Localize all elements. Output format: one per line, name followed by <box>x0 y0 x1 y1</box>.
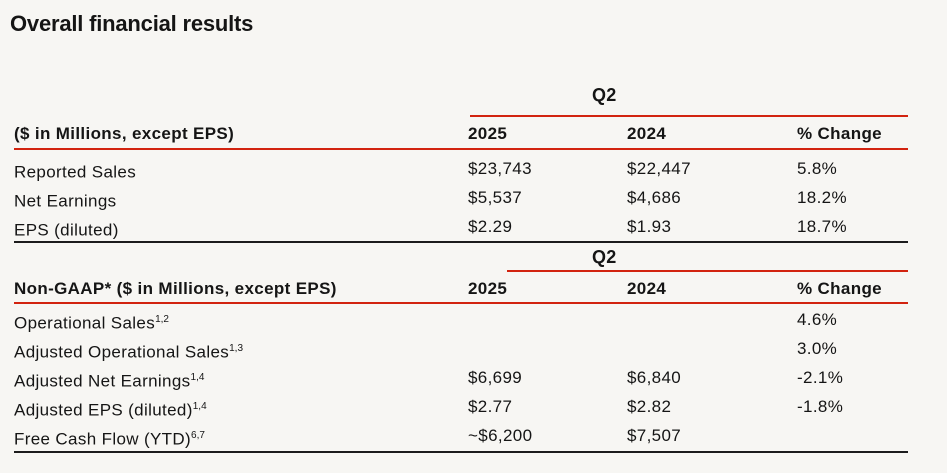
row-label: Net Earnings <box>14 191 117 211</box>
cell-change: 4.6% <box>797 310 838 329</box>
gaap-header-2025: 2025 <box>468 124 508 143</box>
cell-2024: $4,686 <box>627 188 682 207</box>
row-label: Reported Sales <box>14 162 137 182</box>
footnote-marker: 1,2 <box>155 314 169 325</box>
table-row: Free Cash Flow (YTD)6,7 ~$6,200 $7,507 <box>0 424 947 453</box>
table-row: Operational Sales1,2 4.6% <box>0 308 947 337</box>
footnote-marker: 6,7 <box>191 430 205 441</box>
row-label: Adjusted Net Earnings1,4 <box>14 371 205 391</box>
row-label: Free Cash Flow (YTD)6,7 <box>14 429 205 449</box>
non-gaap-quarter-underline <box>507 270 908 272</box>
table-row: Adjusted EPS (diluted)1,4 $2.77 $2.82 -1… <box>0 395 947 424</box>
table-row: Reported Sales $23,743 $22,447 5.8% <box>0 157 947 186</box>
table-row: Adjusted Net Earnings1,4 $6,699 $6,840 -… <box>0 366 947 395</box>
non-gaap-header-2024: 2024 <box>627 279 667 298</box>
table-bottom-rule <box>14 451 908 453</box>
table-row: Adjusted Operational Sales1,3 3.0% <box>0 337 947 366</box>
cell-2024: $22,447 <box>627 159 691 178</box>
gaap-quarter-header: Q2 <box>592 85 617 105</box>
non-gaap-header-rule <box>14 302 908 304</box>
row-label: Adjusted Operational Sales1,3 <box>14 342 244 362</box>
non-gaap-header-units: Non-GAAP* ($ in Millions, except EPS) <box>14 279 337 298</box>
cell-2024: $6,840 <box>627 368 682 387</box>
page-title: Overall financial results <box>10 11 254 36</box>
gaap-quarter-underline <box>470 115 908 117</box>
cell-2024: $7,507 <box>627 426 682 445</box>
footnote-marker: 1,4 <box>190 372 205 383</box>
gaap-header-change: % Change <box>797 124 882 143</box>
cell-2025: $5,537 <box>468 188 523 207</box>
section-divider-rule <box>14 241 908 243</box>
non-gaap-quarter-header: Q2 <box>592 247 617 267</box>
table-row: Net Earnings $5,537 $4,686 18.2% <box>0 186 947 215</box>
gaap-header-rule <box>14 148 908 150</box>
cell-2025: $2.29 <box>468 217 513 236</box>
footnote-marker: 1,4 <box>192 401 207 412</box>
cell-2025: ~$6,200 <box>468 426 533 445</box>
cell-change: 3.0% <box>797 339 838 358</box>
cell-2025: $23,743 <box>468 159 532 178</box>
cell-2025: $6,699 <box>468 368 523 387</box>
non-gaap-header-2025: 2025 <box>468 279 508 298</box>
cell-change: 5.8% <box>797 159 838 178</box>
cell-change: 18.2% <box>797 188 847 207</box>
cell-2025: $2.77 <box>468 397 513 416</box>
row-label: Operational Sales1,2 <box>14 313 169 333</box>
cell-2024: $2.82 <box>627 397 672 416</box>
gaap-header-row: ($ in Millions, except EPS) 2025 2024 % … <box>0 122 947 150</box>
cell-2024: $1.93 <box>627 217 672 236</box>
row-label: EPS (diluted) <box>14 220 119 240</box>
row-label: Adjusted EPS (diluted)1,4 <box>14 400 207 420</box>
gaap-header-units: ($ in Millions, except EPS) <box>14 124 235 143</box>
non-gaap-header-change: % Change <box>797 279 882 298</box>
gaap-header-2024: 2024 <box>627 124 667 143</box>
table-row: EPS (diluted) $2.29 $1.93 18.7% <box>0 215 947 244</box>
non-gaap-header-row: Non-GAAP* ($ in Millions, except EPS) 20… <box>0 277 947 305</box>
cell-change: -1.8% <box>797 397 844 416</box>
cell-change: 18.7% <box>797 217 847 236</box>
cell-change: -2.1% <box>797 368 844 387</box>
footnote-marker: 1,3 <box>229 343 244 354</box>
